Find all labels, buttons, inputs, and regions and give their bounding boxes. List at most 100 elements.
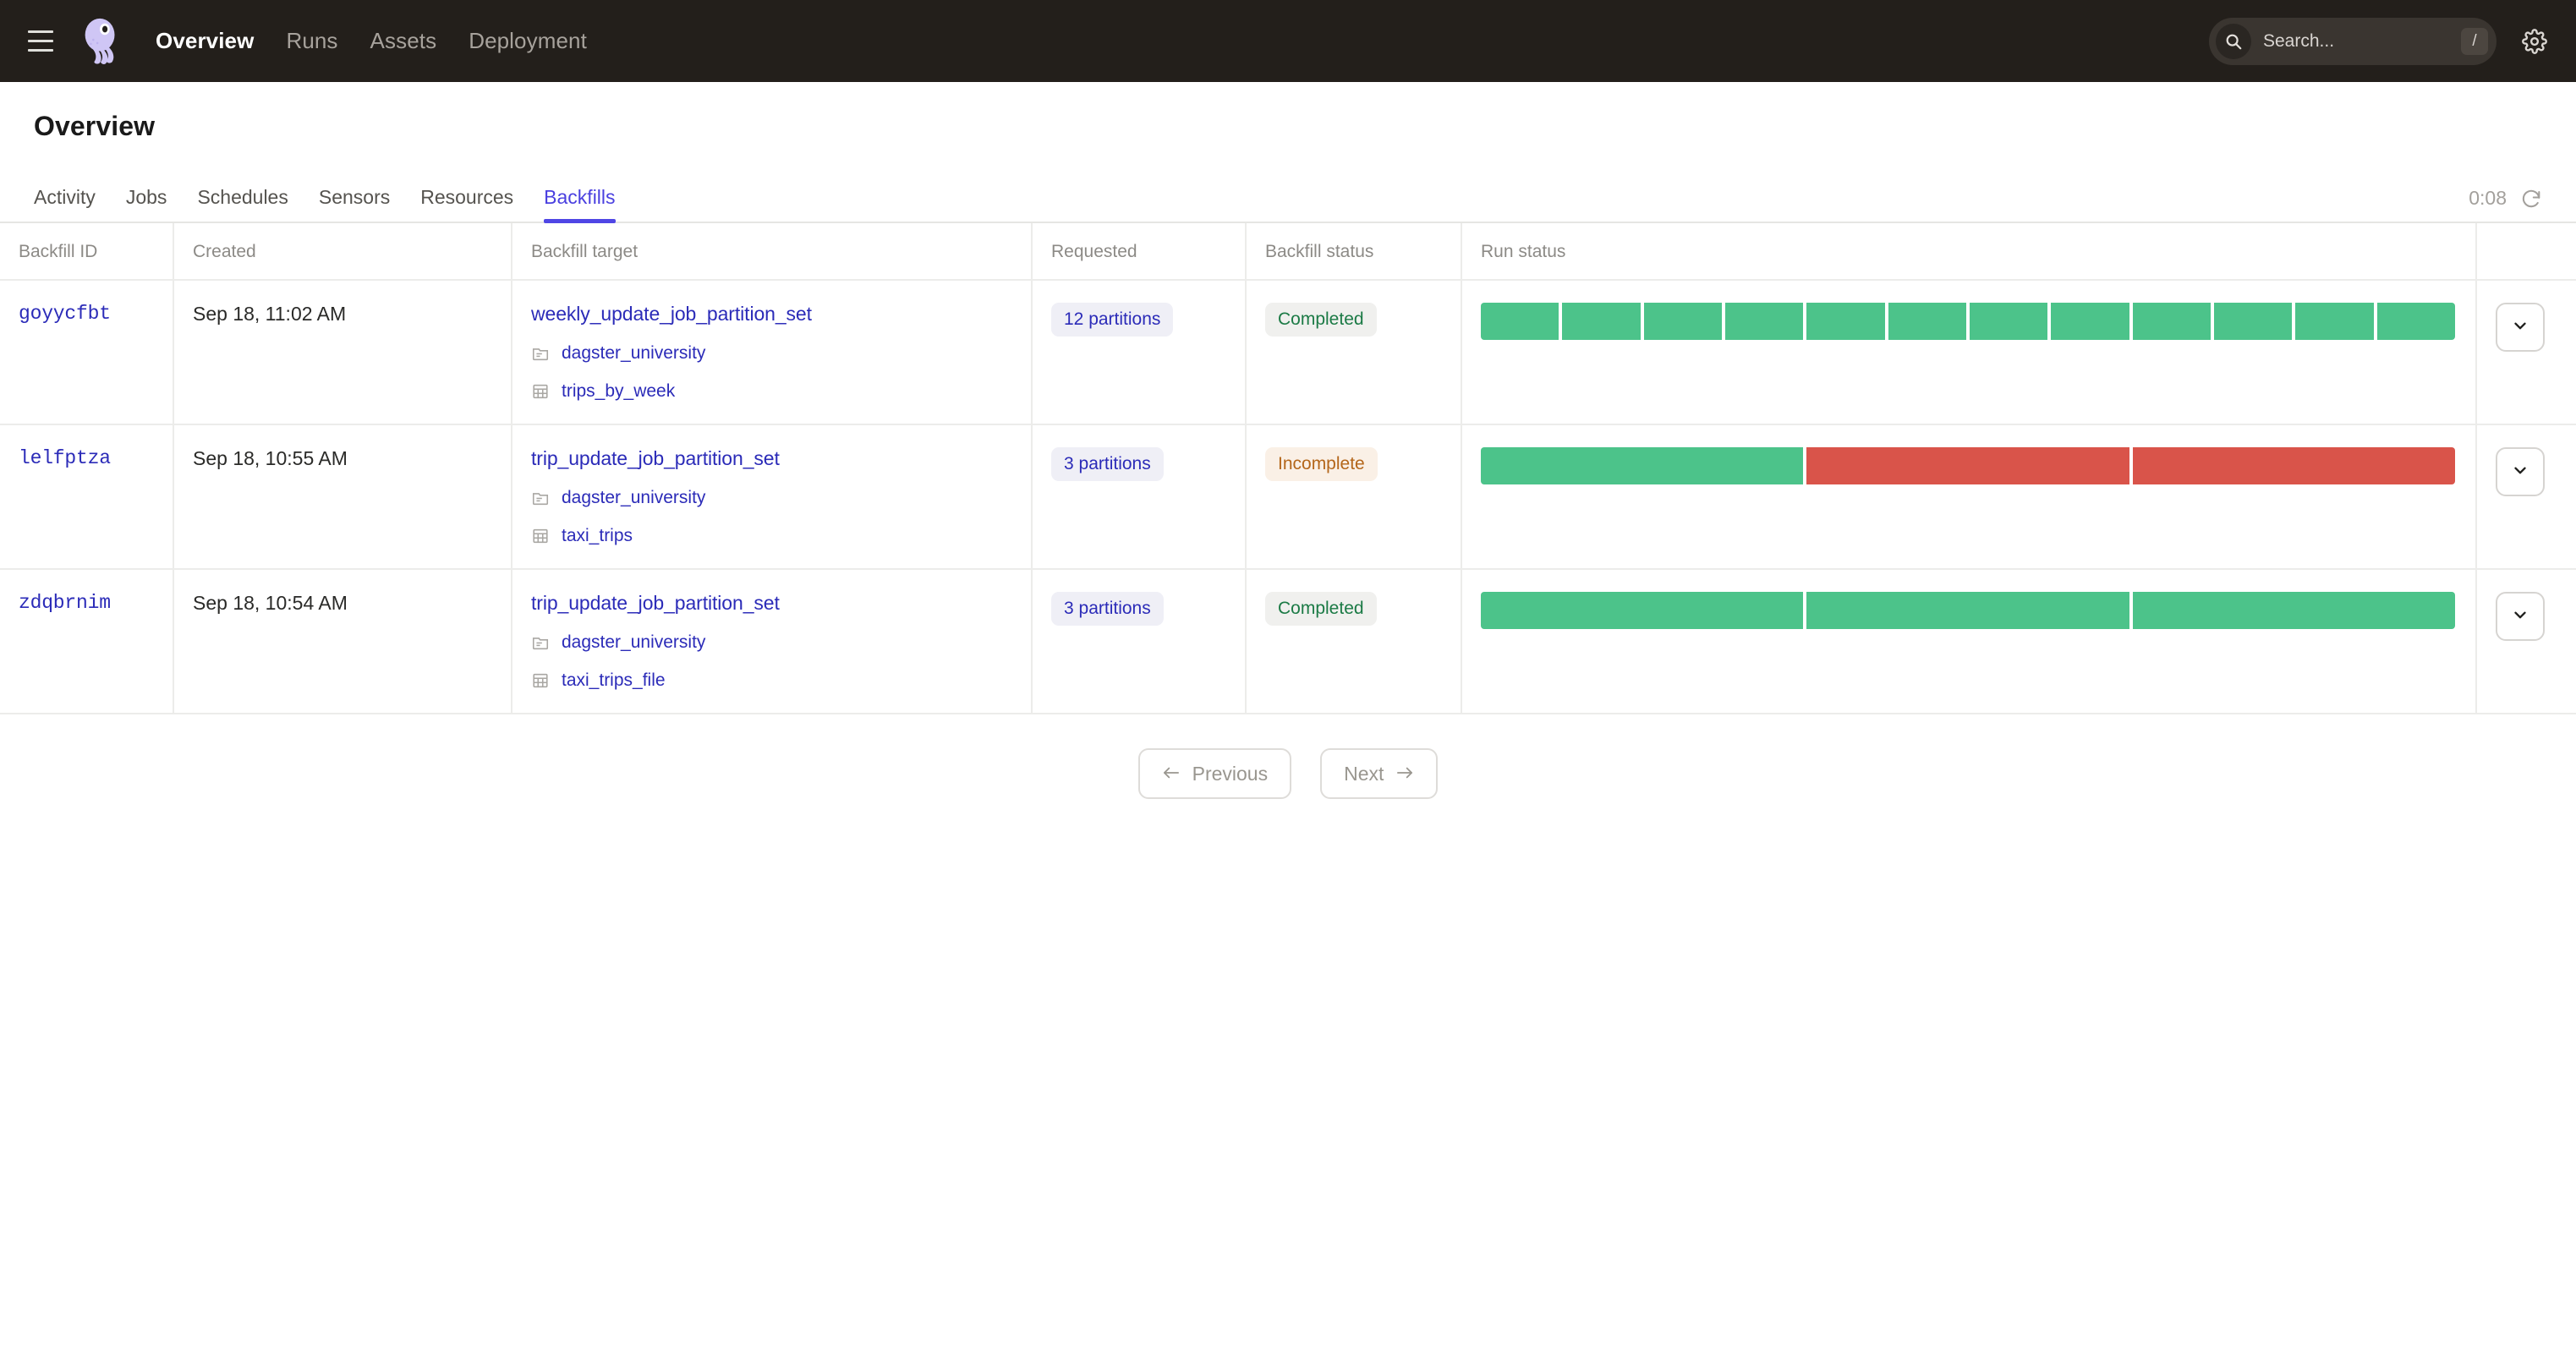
nav-right-controls: Search... /: [2209, 17, 2552, 65]
cell-backfill-status: Completed: [1246, 280, 1462, 425]
tab-sensors[interactable]: Sensors: [318, 186, 391, 208]
run-status-segment-success[interactable]: [2295, 303, 2374, 340]
run-status-segment-success[interactable]: [1481, 447, 1804, 484]
cell-run-status: [1461, 280, 2477, 425]
column-header-requested: Requested: [1032, 223, 1247, 281]
pagination-controls: Previous Next: [0, 714, 2576, 799]
backfill-id-link[interactable]: goyycfbt: [19, 303, 111, 325]
asset-row[interactable]: taxi_trips_file: [531, 670, 1031, 691]
backfill-id-link[interactable]: zdqbrnim: [19, 592, 111, 614]
asset-label[interactable]: taxi_trips_file: [562, 670, 666, 690]
repository-label[interactable]: dagster_university: [562, 632, 706, 652]
refresh-icon[interactable]: [2520, 188, 2542, 210]
run-status-segment-success[interactable]: [1481, 303, 1559, 340]
run-status-segment-success[interactable]: [1806, 592, 2129, 629]
chevron-down-icon: [2511, 461, 2529, 484]
global-search-input[interactable]: Search... /: [2209, 17, 2497, 65]
run-status-segment-success[interactable]: [1481, 592, 1804, 629]
requested-partitions-badge[interactable]: 3 partitions: [1051, 447, 1164, 481]
run-status-segment-success[interactable]: [2132, 592, 2455, 629]
next-page-button[interactable]: Next: [1320, 748, 1439, 799]
backfill-target-link[interactable]: trip_update_job_partition_set: [531, 592, 780, 614]
run-status-segment-failure[interactable]: [2132, 447, 2455, 484]
nav-link-deployment[interactable]: Deployment: [469, 28, 587, 53]
nav-link-assets[interactable]: Assets: [370, 28, 437, 53]
row-expand-button[interactable]: [2496, 303, 2545, 352]
asset-row[interactable]: taxi_trips: [531, 526, 1031, 546]
dagster-octopus-logo-icon[interactable]: [74, 14, 129, 68]
previous-page-label: Previous: [1192, 762, 1269, 785]
backfill-status-badge: Completed: [1265, 303, 1377, 337]
table-row: lelfptza Sep 18, 10:55 AM trip_update_jo…: [0, 424, 2576, 570]
repository-row[interactable]: dagster_university: [531, 343, 1031, 364]
repository-label[interactable]: dagster_university: [562, 343, 706, 363]
column-header-backfill-id: Backfill ID: [0, 223, 174, 281]
cell-backfill-target: trip_update_job_partition_set dagster_un…: [512, 569, 1033, 714]
tab-schedules[interactable]: Schedules: [197, 186, 288, 208]
asset-label[interactable]: taxi_trips: [562, 526, 633, 545]
cell-created: Sep 18, 10:55 AM: [173, 424, 512, 570]
cell-row-actions: [2476, 569, 2576, 714]
cell-row-actions: [2476, 280, 2576, 425]
run-status-segment-failure[interactable]: [1806, 447, 2129, 484]
cell-row-actions: [2476, 424, 2576, 570]
tab-activity[interactable]: Activity: [34, 186, 96, 208]
gear-icon[interactable]: [2517, 24, 2552, 59]
row-expand-button[interactable]: [2496, 447, 2545, 496]
overview-tabs: Activity Jobs Schedules Sensors Resource…: [0, 174, 2576, 223]
cell-created: Sep 18, 10:54 AM: [173, 569, 512, 714]
repository-row[interactable]: dagster_university: [531, 632, 1031, 653]
hamburger-line: [28, 49, 53, 52]
backfill-id-link[interactable]: lelfptza: [19, 447, 111, 469]
requested-partitions-badge[interactable]: 3 partitions: [1051, 592, 1164, 626]
repository-label[interactable]: dagster_university: [562, 488, 706, 507]
backfill-status-badge: Completed: [1265, 592, 1377, 626]
cell-backfill-id: lelfptza: [0, 424, 174, 570]
hamburger-menu-icon[interactable]: [22, 23, 59, 60]
nav-link-runs[interactable]: Runs: [286, 28, 338, 53]
created-timestamp: Sep 18, 10:55 AM: [193, 447, 348, 469]
run-status-segment-success[interactable]: [2376, 303, 2455, 340]
previous-page-button[interactable]: Previous: [1137, 748, 1292, 799]
column-header-backfill-target: Backfill target: [512, 223, 1033, 281]
column-header-actions: [2476, 223, 2576, 281]
cell-backfill-target: trip_update_job_partition_set dagster_un…: [512, 424, 1033, 570]
cell-backfill-target: weekly_update_job_partition_set dagster_…: [512, 280, 1033, 425]
cell-created: Sep 18, 11:02 AM: [173, 280, 512, 425]
page-title: Overview: [34, 111, 156, 141]
backfill-status-badge: Incomplete: [1265, 447, 1378, 481]
asset-row[interactable]: trips_by_week: [531, 381, 1031, 402]
repository-icon: [531, 633, 550, 652]
cell-requested: 3 partitions: [1032, 424, 1247, 570]
next-page-label: Next: [1344, 762, 1384, 785]
backfill-target-link[interactable]: weekly_update_job_partition_set: [531, 303, 812, 325]
run-status-segment-success[interactable]: [1643, 303, 1722, 340]
backfill-target-link[interactable]: trip_update_job_partition_set: [531, 447, 780, 469]
run-status-segment-success[interactable]: [1969, 303, 2048, 340]
run-status-segment-success[interactable]: [1724, 303, 1804, 340]
run-status-segment-success[interactable]: [1806, 303, 1885, 340]
nav-link-overview[interactable]: Overview: [156, 28, 255, 53]
hamburger-line: [28, 30, 53, 33]
run-status-segment-success[interactable]: [2132, 303, 2211, 340]
column-header-run-status: Run status: [1461, 223, 2477, 281]
cell-requested: 12 partitions: [1032, 280, 1247, 425]
tab-resources[interactable]: Resources: [420, 186, 514, 208]
asset-label[interactable]: trips_by_week: [562, 381, 676, 401]
repository-row[interactable]: dagster_university: [531, 488, 1031, 508]
row-expand-button[interactable]: [2496, 592, 2545, 641]
tab-backfills[interactable]: Backfills: [544, 186, 616, 223]
run-status-segment-success[interactable]: [1888, 303, 1966, 340]
tab-jobs[interactable]: Jobs: [125, 186, 167, 208]
cell-backfill-status: Incomplete: [1246, 424, 1462, 570]
run-status-segment-success[interactable]: [1562, 303, 1641, 340]
hamburger-line: [28, 40, 53, 42]
search-icon: [2216, 23, 2251, 59]
column-header-created: Created: [173, 223, 512, 281]
arrow-left-icon: [1162, 763, 1181, 785]
requested-partitions-badge[interactable]: 12 partitions: [1051, 303, 1174, 337]
arrow-right-icon: [1395, 763, 1414, 785]
run-status-segment-success[interactable]: [2213, 303, 2293, 340]
created-timestamp: Sep 18, 11:02 AM: [193, 303, 347, 325]
run-status-segment-success[interactable]: [2051, 303, 2129, 340]
